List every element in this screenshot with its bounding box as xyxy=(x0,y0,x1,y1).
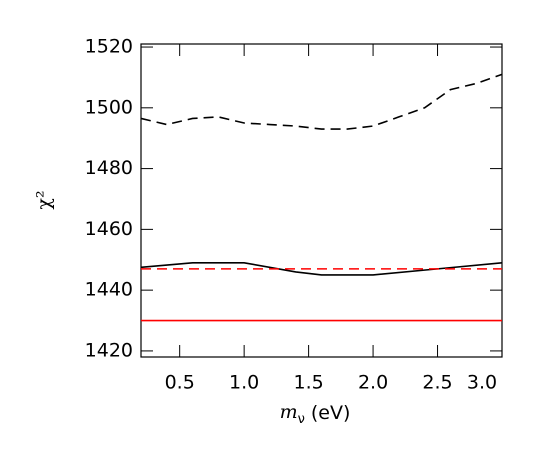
x-axis-label: mν (eV) xyxy=(280,401,351,427)
x-tick-label: 1.5 xyxy=(293,372,323,394)
x-tick-label: 0.5 xyxy=(165,372,195,394)
x-tick-label: 2.0 xyxy=(358,372,388,394)
y-tick-label: 1500 xyxy=(85,96,133,118)
x-label-unit: (eV) xyxy=(311,402,351,424)
x-tick-label: 2.5 xyxy=(422,372,452,394)
y-tick-label: 1520 xyxy=(85,36,133,58)
series-line xyxy=(140,261,503,276)
x-label-subscript: ν xyxy=(298,412,305,427)
y-tick-label: 1440 xyxy=(85,279,133,301)
y-tick-label: 1480 xyxy=(85,157,133,179)
x-tick-label: 1.0 xyxy=(229,372,259,394)
y-tick-label: 1420 xyxy=(85,339,133,361)
x-label-symbol: m xyxy=(280,401,298,423)
x-tick-label: 3.0 xyxy=(467,372,497,394)
series-line xyxy=(140,73,503,130)
y-axis-label: χ² xyxy=(33,190,55,209)
plot-frame xyxy=(140,43,503,358)
y-tick-label: 1460 xyxy=(85,218,133,240)
